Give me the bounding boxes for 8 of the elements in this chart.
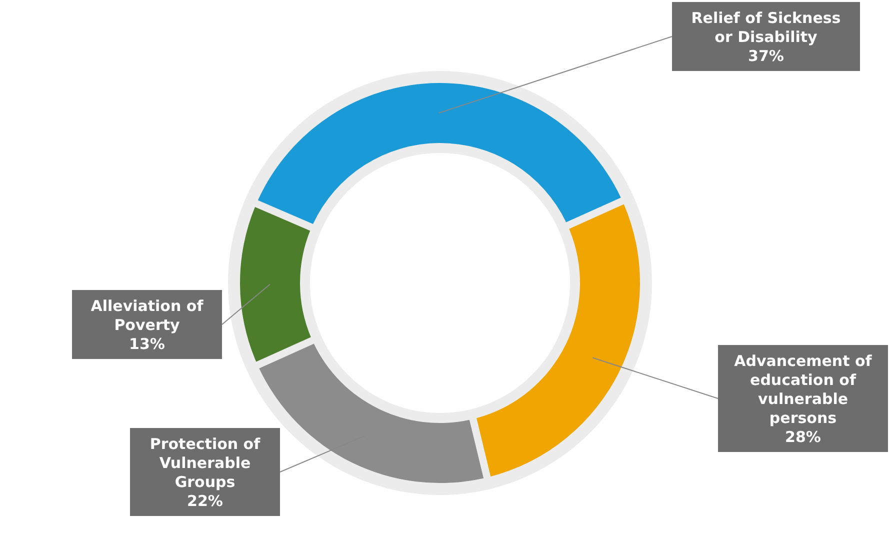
slice-label: Alleviation of Poverty — [90, 297, 204, 334]
slice-label: Protection of Vulnerable Groups — [150, 435, 261, 491]
data-label: 37% — [748, 47, 784, 65]
data-label: 22% — [187, 492, 223, 510]
data-label: 13% — [129, 335, 165, 353]
data-label: 28% — [785, 428, 821, 446]
slice-label: Relief of Sickness or Disability — [691, 9, 841, 46]
slice-label: Advancement of education of vulnerable persons — [734, 352, 872, 427]
